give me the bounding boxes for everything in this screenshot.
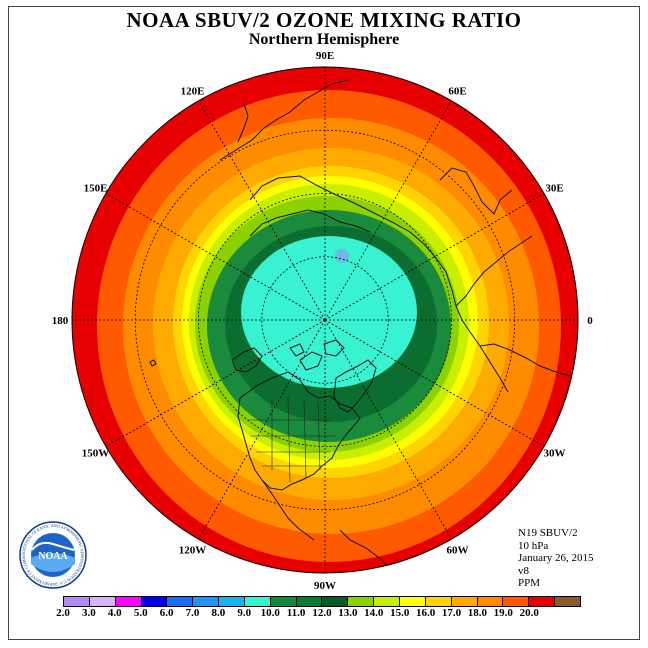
colorbar-segment — [193, 597, 220, 606]
colorbar-segment — [219, 597, 245, 606]
colorbar-tick-label: 17.0 — [441, 607, 462, 619]
instrument-label: N19 SBUV/2 — [518, 527, 578, 539]
latitude-circle — [261, 256, 389, 384]
lat-lon-grid — [72, 67, 578, 573]
longitude-label: 30E — [545, 183, 563, 195]
colorbar-tick-label: 18.0 — [467, 607, 488, 619]
colorbar-segment — [64, 597, 90, 606]
colorbar-segment — [322, 597, 349, 606]
colorbar-tick-label: 15.0 — [390, 607, 410, 619]
colorbar-tick-label: 11.0 — [286, 607, 306, 619]
colorbar-segment — [115, 597, 142, 606]
coastline-africa — [479, 343, 571, 377]
version-label: v8 — [518, 564, 529, 577]
units-label: PPM — [518, 577, 541, 589]
colorbar-tick-label: 10.0 — [260, 607, 280, 619]
colorbar-segment — [348, 597, 375, 606]
longitude-labels: 90E 60E 30E 0 30W 60W 90W 120W 150W 180 150E 120E — [52, 50, 594, 592]
coastline-hawaii — [149, 359, 157, 367]
chart-subtitle: Northern Hemisphere — [248, 31, 400, 48]
contour-spot — [335, 249, 349, 263]
colorbar-tick-label: 6.0 — [159, 607, 174, 619]
pressure-level-label: 10 hPa — [518, 539, 549, 552]
colorbar-tick-label: 2.0 — [56, 607, 70, 619]
colorbar-segment — [425, 597, 452, 606]
coastline-eurasia — [249, 175, 509, 393]
longitude-label: 60E — [448, 86, 466, 98]
colorbar-segment — [399, 597, 426, 606]
longitude-label: 0 — [587, 315, 593, 327]
colorbar-tick-label: 12.0 — [312, 607, 332, 619]
colorbar-segment — [244, 597, 271, 606]
coastline-central-america — [261, 479, 315, 541]
chart-title: NOAA SBUV/2 OZONE MIXING RATIO — [126, 8, 522, 32]
colorbar-labels: 2.0 3.0 4.0 5.0 6.0 7.0 8.0 9.0 10.0 11.0 12.0 13.0… — [0, 607, 648, 621]
colorbar-segment — [374, 597, 400, 606]
coastline-japan — [237, 103, 249, 143]
latitude-circle — [198, 193, 452, 447]
colorbar-segment — [529, 597, 556, 606]
longitude-label: 180 — [52, 315, 69, 327]
longitude-label: 60W — [447, 545, 469, 557]
colorbar-segment — [503, 597, 530, 606]
colorbar-segment — [296, 597, 323, 606]
colorbar-tick-label: 5.0 — [133, 607, 148, 619]
coastline-south-america — [339, 529, 395, 573]
colorbar-segment — [167, 597, 194, 606]
colorbar-tick-label: 4.0 — [107, 607, 122, 619]
longitude-label: 90W — [314, 580, 336, 592]
colorbar-tick-label: 16.0 — [415, 607, 436, 619]
colorbar-segment — [451, 597, 478, 606]
noaa-logo: NOAA NATIONAL OCEANIC AND ATMOSPHERIC AD… — [18, 520, 87, 589]
map-boundary — [71, 66, 579, 574]
longitude-label: 120W — [179, 545, 207, 557]
colorbar-tick-label: 3.0 — [82, 607, 96, 619]
coastline-europe — [455, 235, 533, 307]
longitude-label: 30W — [544, 448, 566, 460]
longitude-label: 150W — [82, 448, 110, 460]
colorbar-tick-label: 8.0 — [211, 607, 226, 619]
colorbar-tick-label: 20.0 — [519, 607, 539, 619]
logo-text: NOAA — [38, 551, 68, 562]
coastline-greenland — [333, 359, 377, 413]
colorbar-tick-label: 7.0 — [185, 607, 200, 619]
colorbar-tick-label: 14.0 — [364, 607, 384, 619]
coastline-siberia — [249, 209, 371, 237]
colorbar-tick-label: 13.0 — [338, 607, 358, 619]
colorbar-segment — [141, 597, 168, 606]
colorbar — [63, 596, 581, 607]
coastline-north-america — [237, 371, 361, 491]
coastline-arctic-islands — [289, 339, 345, 371]
figure-frame — [8, 6, 640, 640]
coastline-arabia-india — [439, 167, 513, 215]
contour-band-9 — [241, 236, 417, 388]
colorbar-segment — [89, 597, 116, 606]
longitude-label: 120E — [181, 86, 205, 98]
colorbar-segment — [555, 597, 580, 606]
longitude-label: 90E — [316, 50, 334, 62]
colorbar-segment — [270, 597, 297, 606]
info-block: N19 SBUV/2 10 hPa January 26, 2015 v8 PP… — [518, 527, 593, 590]
date-label: January 26, 2015 — [518, 552, 594, 564]
colorbar-segment — [477, 597, 504, 606]
colorbar-tick-label: 19.0 — [493, 607, 513, 619]
longitude-label: 150E — [84, 183, 108, 195]
colorbar-tick-label: 9.0 — [237, 607, 252, 619]
